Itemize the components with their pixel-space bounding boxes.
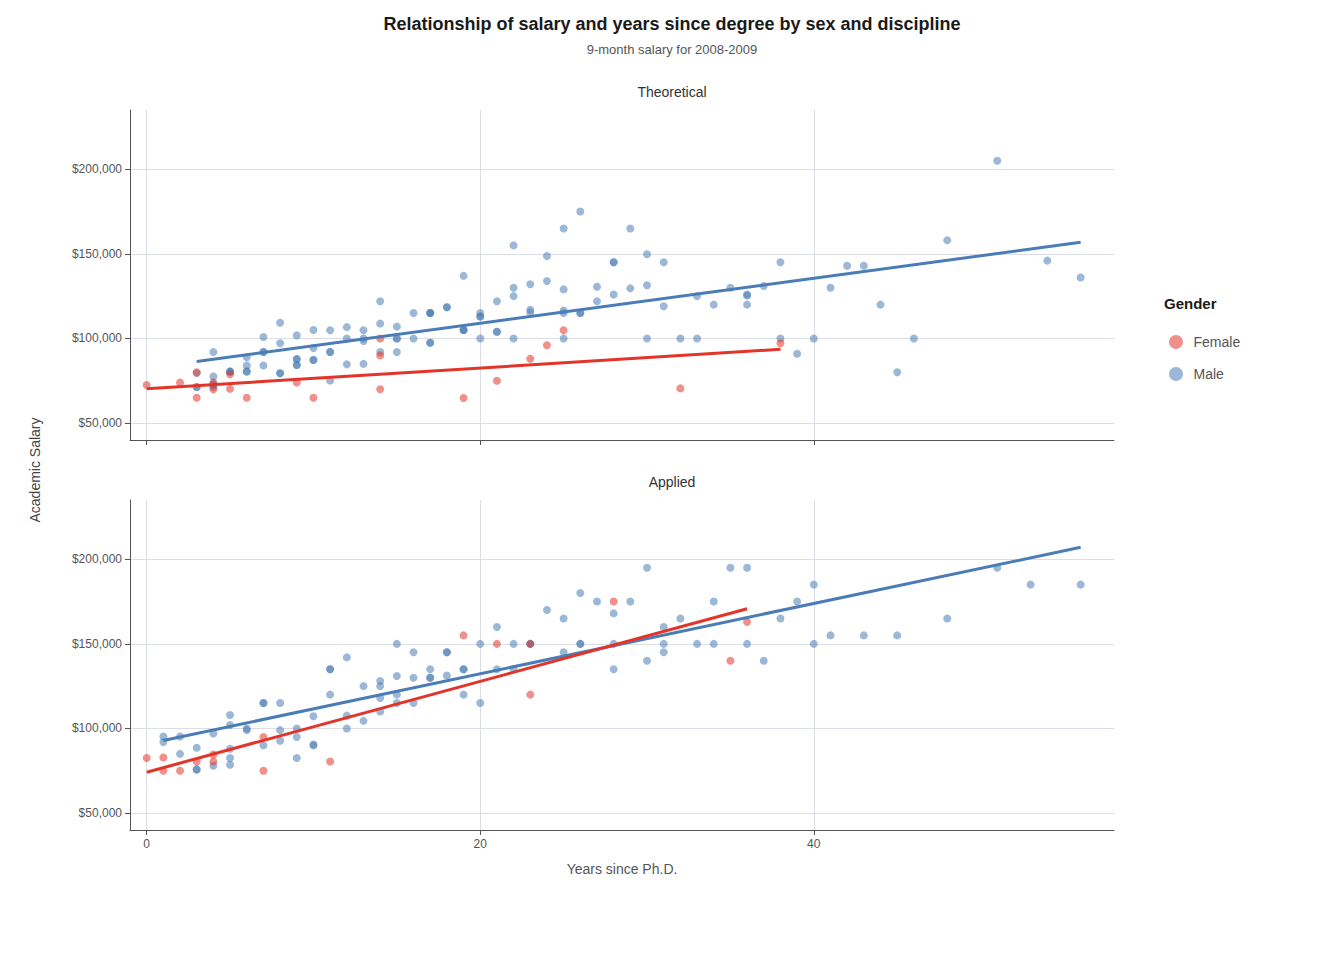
svg-text:$200,000: $200,000: [72, 552, 122, 566]
svg-text:$150,000: $150,000: [72, 247, 122, 261]
svg-text:9-month salary for 2008-2009: 9-month salary for 2008-2009: [587, 42, 758, 57]
svg-text:Applied: Applied: [649, 474, 696, 490]
svg-text:Female: Female: [1194, 334, 1241, 350]
svg-text:$100,000: $100,000: [72, 331, 122, 345]
svg-text:0: 0: [143, 837, 150, 851]
svg-text:Male: Male: [1194, 366, 1225, 382]
svg-text:Years since Ph.D.: Years since Ph.D.: [567, 861, 678, 877]
svg-text:Gender: Gender: [1164, 295, 1217, 312]
svg-text:$200,000: $200,000: [72, 162, 122, 176]
svg-text:40: 40: [807, 837, 821, 851]
svg-text:Theoretical: Theoretical: [637, 84, 706, 100]
svg-text:20: 20: [474, 837, 488, 851]
svg-text:$50,000: $50,000: [79, 806, 123, 820]
svg-text:Academic Salary: Academic Salary: [27, 417, 43, 522]
svg-text:Relationship of salary and yea: Relationship of salary and years since d…: [383, 14, 960, 34]
svg-text:$150,000: $150,000: [72, 637, 122, 651]
svg-text:$100,000: $100,000: [72, 721, 122, 735]
svg-text:$50,000: $50,000: [79, 416, 123, 430]
